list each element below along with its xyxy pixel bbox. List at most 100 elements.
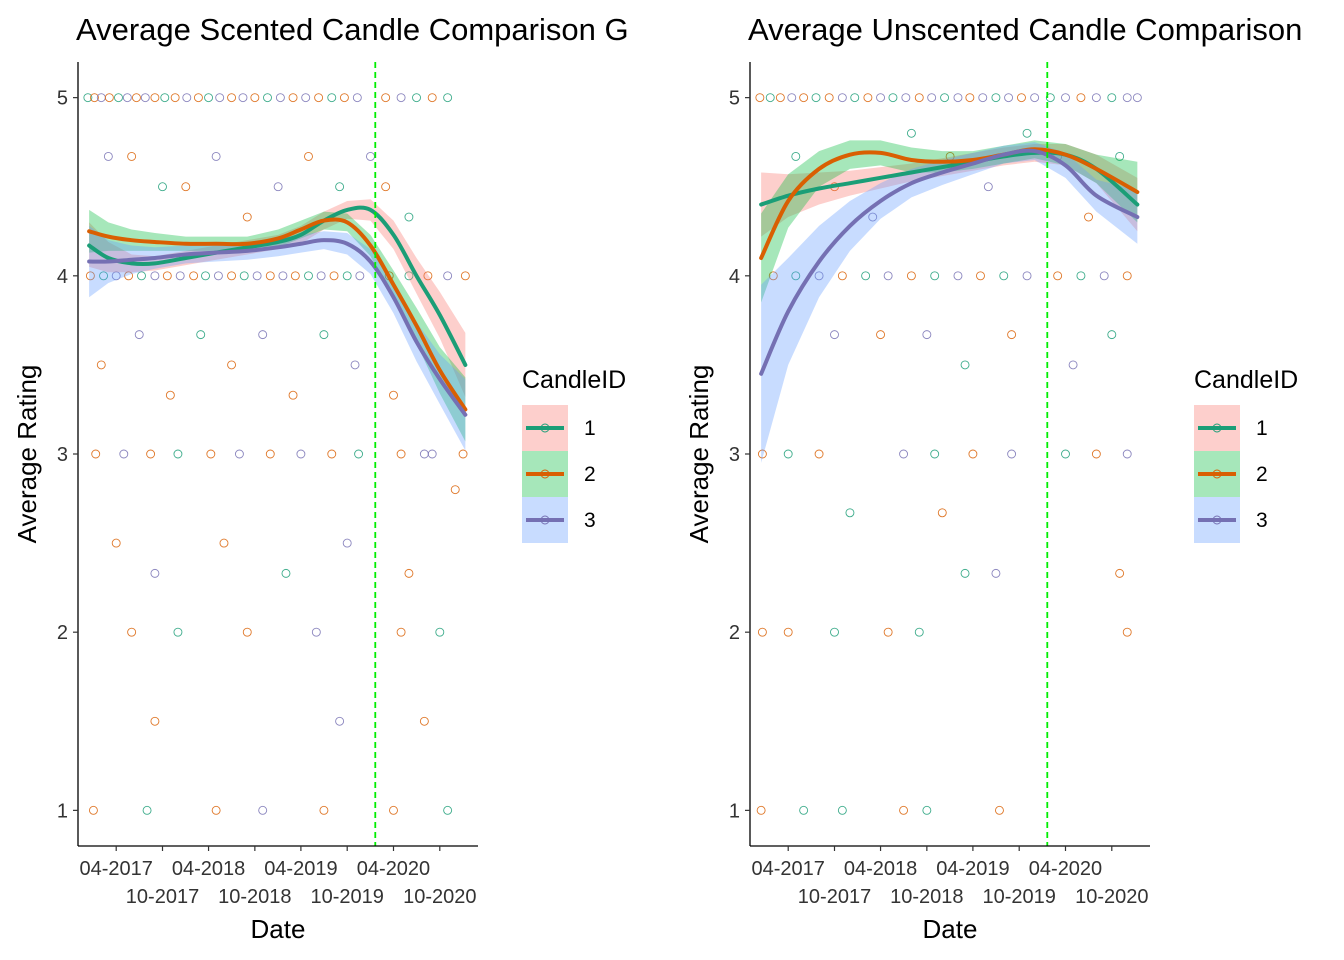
data-point	[137, 271, 146, 281]
data-point	[404, 212, 414, 222]
data-point	[104, 93, 114, 103]
data-point	[1030, 93, 1040, 103]
data-point	[1076, 93, 1086, 103]
data-point	[242, 627, 252, 637]
data-point	[811, 93, 821, 103]
y-tick-label: 4	[729, 266, 740, 288]
y-axis-title: Average Rating	[12, 365, 42, 544]
data-point	[193, 93, 203, 103]
data-point	[150, 93, 160, 103]
data-point	[999, 271, 1009, 281]
data-point	[830, 330, 839, 340]
data-point	[127, 151, 137, 161]
data-point	[146, 449, 156, 459]
y-tick-label: 5	[57, 88, 68, 110]
data-point	[327, 449, 337, 459]
data-point	[1132, 93, 1142, 103]
smooth-line-2	[87, 217, 468, 412]
data-point	[976, 271, 985, 281]
data-point	[127, 627, 137, 637]
data-point	[219, 538, 229, 548]
data-point	[443, 271, 453, 281]
data-point	[768, 271, 778, 281]
data-point	[175, 271, 185, 281]
data-point	[899, 805, 909, 815]
data-point	[211, 805, 221, 815]
data-point	[1017, 93, 1026, 103]
data-point	[404, 271, 414, 281]
legend-label-2: 2	[584, 463, 596, 486]
data-point	[342, 271, 352, 281]
data-point	[757, 449, 767, 459]
data-point	[335, 182, 345, 192]
x-tick-label: 10-2020	[1075, 886, 1148, 908]
data-point	[206, 449, 216, 459]
legend-point-3	[1212, 515, 1222, 525]
x-tick-label: 10-2019	[310, 886, 383, 908]
confidence-band-2	[89, 209, 466, 442]
data-point	[263, 93, 272, 103]
data-point	[968, 449, 978, 459]
data-point	[242, 212, 252, 222]
data-point	[1053, 271, 1063, 281]
data-point	[960, 568, 970, 578]
legend-label-1: 1	[1256, 417, 1268, 440]
chart-title: Average Scented Candle Comparison G	[76, 12, 629, 47]
legend-title: CandleID	[1194, 366, 1298, 394]
data-point	[124, 271, 134, 281]
legend-point-1	[540, 423, 550, 433]
data-point	[91, 449, 101, 459]
x-tick-label: 04-2018	[172, 858, 245, 880]
data-point	[165, 390, 175, 400]
data-point	[366, 151, 375, 161]
data-point	[423, 271, 433, 281]
data-point	[837, 271, 847, 281]
data-point	[314, 93, 324, 103]
data-point	[99, 271, 109, 281]
x-tick-label: 10-2018	[890, 886, 963, 908]
data-point	[316, 271, 326, 281]
data-point	[122, 93, 132, 103]
data-point	[173, 627, 183, 637]
data-point	[1076, 271, 1086, 281]
data-point	[327, 93, 337, 103]
data-point	[281, 568, 291, 578]
data-point	[1107, 330, 1117, 340]
data-point	[258, 330, 268, 340]
data-point	[427, 449, 437, 459]
data-point	[458, 449, 468, 459]
data-point	[319, 805, 329, 815]
data-point	[83, 93, 93, 103]
data-point	[443, 93, 453, 103]
data-point	[278, 271, 288, 281]
data-point	[1022, 271, 1032, 281]
data-point	[227, 271, 237, 281]
x-tick-label: 10-2020	[403, 886, 476, 908]
data-point	[181, 182, 191, 192]
data-point	[311, 627, 321, 637]
y-tick-label: 2	[729, 622, 740, 644]
data-point	[275, 93, 285, 103]
data-point	[114, 93, 123, 103]
data-point	[435, 627, 445, 637]
data-point	[412, 93, 421, 103]
data-point	[290, 271, 300, 281]
data-point	[883, 271, 893, 281]
data-point	[1068, 360, 1078, 370]
data-point	[158, 182, 167, 192]
data-point	[211, 151, 221, 161]
data-point	[901, 93, 911, 103]
data-point	[150, 568, 160, 578]
data-point	[103, 151, 113, 161]
data-point	[150, 716, 160, 726]
data-point	[1099, 271, 1109, 281]
legend-point-3	[540, 515, 550, 525]
data-point	[339, 93, 349, 103]
data-point	[765, 93, 775, 103]
data-point	[443, 805, 453, 815]
data-point	[119, 449, 129, 459]
legend-label-3: 3	[1256, 509, 1268, 532]
y-tick-label: 1	[729, 800, 740, 822]
x-tick-label: 10-2019	[982, 886, 1055, 908]
data-point	[1004, 93, 1014, 103]
